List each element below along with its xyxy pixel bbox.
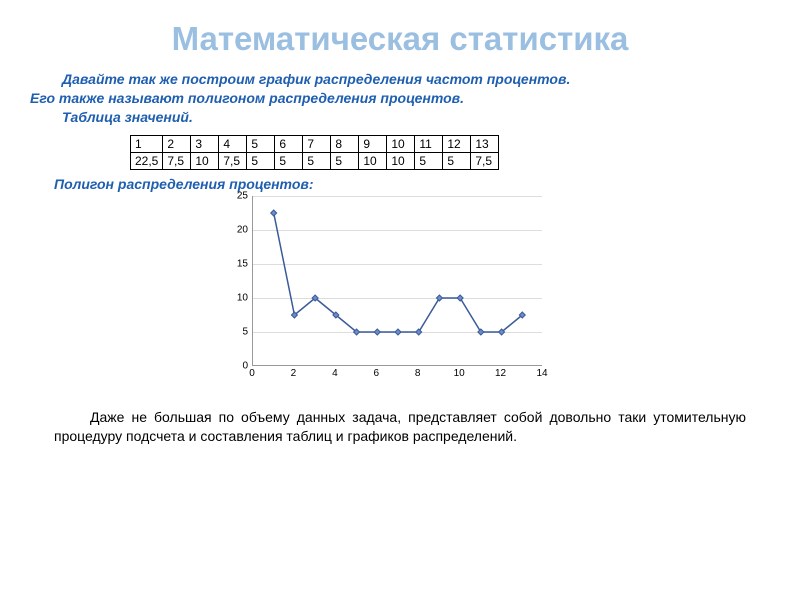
table-cell: 5: [303, 152, 331, 169]
table-cell: 13: [471, 135, 499, 152]
values-table: 12345678910111213 22,57,5107,55555101055…: [130, 135, 499, 170]
table-cell: 5: [275, 152, 303, 169]
chart-svg: [253, 196, 542, 365]
table-cell: 11: [415, 135, 443, 152]
chart-plot-area: [252, 196, 542, 366]
table-cell: 10: [191, 152, 219, 169]
table-cell: 2: [163, 135, 191, 152]
page-title: Математическая статистика: [30, 20, 770, 58]
table-cell: 5: [331, 152, 359, 169]
table-cell: 4: [219, 135, 247, 152]
intro-line-3: Таблица значений.: [30, 108, 770, 127]
frequency-polygon-chart: 0510152025 02468101214: [230, 196, 550, 386]
table-row: 12345678910111213: [131, 135, 499, 152]
table-cell: 1: [131, 135, 163, 152]
table-cell: 5: [247, 152, 275, 169]
table-cell: 7,5: [163, 152, 191, 169]
intro-text: Давайте так же построим график распредел…: [30, 70, 770, 127]
table-cell: 7,5: [471, 152, 499, 169]
table-cell: 6: [275, 135, 303, 152]
polygon-label: Полигон распределения процентов:: [54, 176, 770, 192]
table-cell: 22,5: [131, 152, 163, 169]
table-cell: 7,5: [219, 152, 247, 169]
table-cell: 10: [387, 152, 415, 169]
table-cell: 5: [415, 152, 443, 169]
table-cell: 7: [303, 135, 331, 152]
chart-y-labels: 0510152025: [230, 196, 250, 366]
table-cell: 10: [387, 135, 415, 152]
table-row: 22,57,5107,555551010557,5: [131, 152, 499, 169]
table-cell: 5: [443, 152, 471, 169]
table-cell: 12: [443, 135, 471, 152]
table-cell: 8: [331, 135, 359, 152]
outro-text: Даже не большая по объему данных задача,…: [30, 408, 770, 446]
table-cell: 5: [247, 135, 275, 152]
table-cell: 3: [191, 135, 219, 152]
intro-line-1: Давайте так же построим график распредел…: [30, 70, 770, 89]
table-cell: 10: [359, 152, 387, 169]
table-cell: 9: [359, 135, 387, 152]
intro-line-2: Его также называют полигоном распределен…: [30, 89, 770, 108]
